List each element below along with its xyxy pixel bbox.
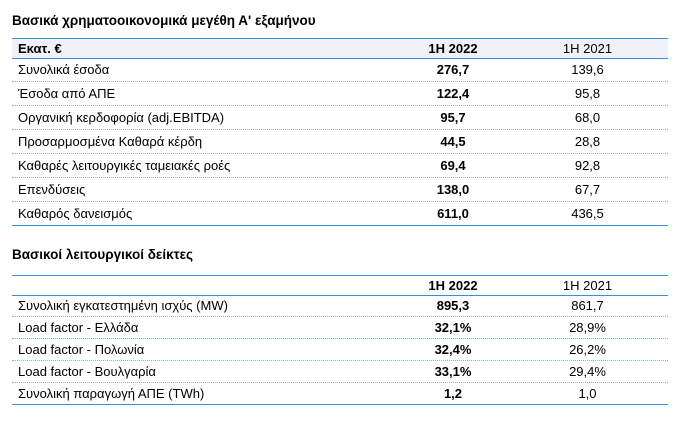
- value-2022: 122,4: [436, 86, 470, 101]
- financial-table-title: Βασικά χρηματοοικονομικά μεγέθη Α' εξαμή…: [12, 13, 316, 28]
- financial-table-row: Καθαρός δανεισμός 611,0 436,5: [12, 202, 668, 226]
- value-2021: 67,7: [574, 182, 601, 197]
- row-label: Συνολική παραγωγή ΑΠΕ (TWh): [18, 386, 205, 401]
- header-col-2021: 1Η 2021: [562, 278, 613, 293]
- operational-table-row: Load factor - Πολωνία 32,4% 26,2%: [12, 339, 668, 361]
- financial-table-header: Εκατ. € 1Η 2022 1Η 2021: [12, 38, 668, 59]
- header-col-2022: 1Η 2022: [428, 278, 478, 293]
- operational-table-row: Load factor - Ελλάδα 32,1% 28,9%: [12, 317, 668, 339]
- financial-table-row: Επενδύσεις 138,0 67,7: [12, 178, 668, 202]
- value-2021: 28,9%: [569, 320, 606, 335]
- financial-table-row: Οργανική κερδοφορία (adj.EBITDA) 95,7 68,0: [12, 106, 668, 130]
- row-label: Επενδύσεις: [18, 182, 86, 197]
- value-2022: 32,4%: [434, 342, 472, 357]
- value-2022: 1,2: [443, 386, 463, 401]
- financial-table-row: Προσαρμοσμένα Καθαρά κέρδη 44,5 28,8: [12, 130, 668, 154]
- row-label: Οργανική κερδοφορία (adj.EBITDA): [18, 110, 225, 125]
- value-2022: 69,4: [440, 158, 466, 173]
- value-2022: 276,7: [436, 62, 470, 77]
- row-label: Προσαρμοσμένα Καθαρά κέρδη: [18, 134, 203, 149]
- operational-table-row: Load factor - Βουλγαρία 33,1% 29,4%: [12, 361, 668, 383]
- value-2021: 139,6: [571, 62, 604, 77]
- row-label: Load factor - Ελλάδα: [18, 320, 139, 335]
- row-label: Καθαρές λειτουργικές ταμειακές ροές: [18, 158, 231, 173]
- value-2022: 138,0: [436, 182, 470, 197]
- operational-table-row: Συνολική παραγωγή ΑΠΕ (TWh) 1,2 1,0: [12, 383, 668, 405]
- value-2021: 95,8: [574, 86, 601, 101]
- header-col-2022: 1Η 2022: [428, 41, 478, 56]
- value-2022: 895,3: [436, 298, 470, 313]
- row-label: Συνολική εγκατεστημένη ισχύς (MW): [18, 298, 228, 313]
- financial-table-row: Έσοδα από ΑΠΕ 122,4 95,8: [12, 82, 668, 106]
- row-label: Load factor - Πολωνία: [18, 342, 145, 357]
- operational-table-header: 1Η 2022 1Η 2021: [12, 275, 668, 296]
- value-2022: 32,1%: [434, 320, 472, 335]
- value-2021: 861,7: [571, 298, 604, 313]
- value-2021: 28,8: [574, 134, 601, 149]
- value-2021: 436,5: [571, 206, 604, 221]
- value-2021: 26,2%: [569, 342, 606, 357]
- financial-table-row: Καθαρές λειτουργικές ταμειακές ροές 69,4 9…: [12, 154, 668, 178]
- header-col-2021: 1Η 2021: [562, 41, 613, 56]
- row-label: Συνολικά έσοδα: [18, 62, 110, 77]
- value-2021: 1,0: [578, 386, 597, 401]
- row-label: Load factor - Βουλγαρία: [18, 364, 156, 379]
- operational-table-title: Βασικοί λειτουργικοί δείκτες: [12, 247, 194, 262]
- header-unit-label: Εκατ. €: [18, 41, 62, 56]
- value-2022: 611,0: [437, 206, 469, 221]
- value-2021: 92,8: [574, 158, 601, 173]
- value-2022: 33,1%: [434, 364, 472, 379]
- value-2022: 44,5: [440, 134, 466, 149]
- financial-table-row: Συνολικά έσοδα 276,7 139,6: [12, 58, 668, 82]
- row-label: Έσοδα από ΑΠΕ: [18, 86, 116, 101]
- operational-table-row: Συνολική εγκατεστημένη ισχύς (MW) 895,3 86…: [12, 295, 668, 317]
- row-label: Καθαρός δανεισμός: [18, 206, 133, 221]
- value-2021: 29,4%: [569, 364, 606, 379]
- value-2021: 68,0: [574, 110, 601, 125]
- value-2022: 95,7: [440, 110, 466, 125]
